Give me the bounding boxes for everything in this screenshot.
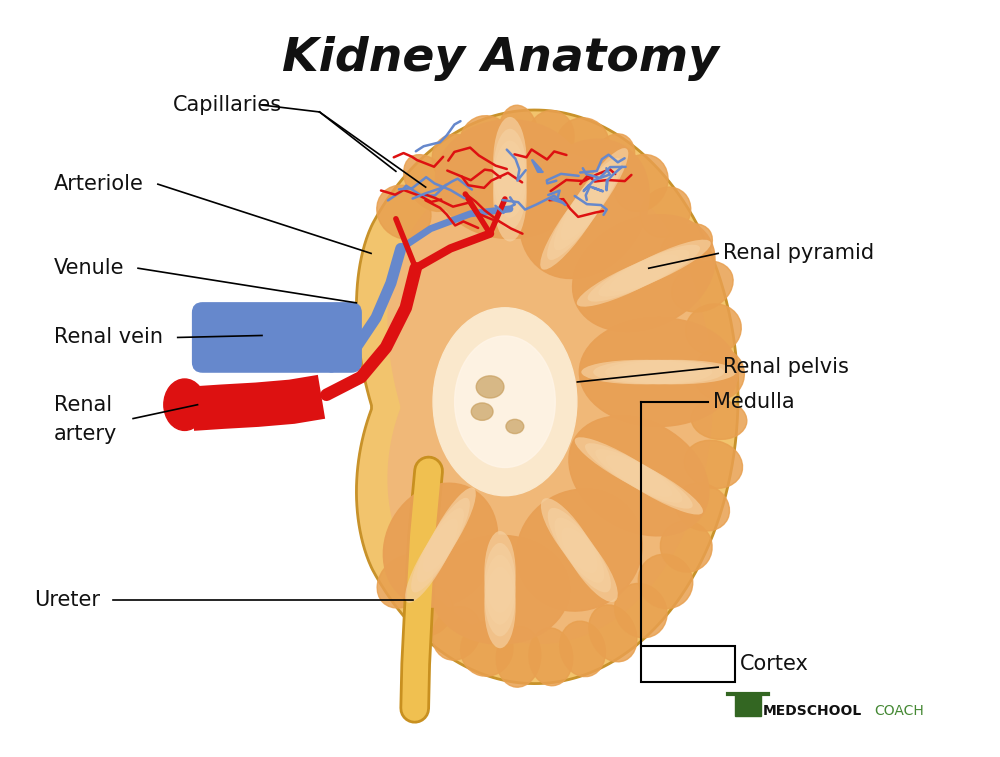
Ellipse shape: [547, 167, 615, 260]
Ellipse shape: [493, 152, 527, 241]
Ellipse shape: [555, 518, 611, 592]
Ellipse shape: [554, 157, 622, 251]
Ellipse shape: [691, 400, 747, 439]
Ellipse shape: [575, 438, 672, 497]
Ellipse shape: [455, 336, 555, 468]
Ellipse shape: [560, 621, 605, 677]
Ellipse shape: [589, 605, 637, 662]
Ellipse shape: [595, 449, 693, 509]
Text: Cortex: Cortex: [740, 654, 809, 674]
Ellipse shape: [411, 508, 464, 593]
Ellipse shape: [684, 441, 743, 488]
Ellipse shape: [581, 360, 700, 385]
Text: Medulla: Medulla: [713, 391, 795, 412]
Polygon shape: [356, 110, 738, 684]
Ellipse shape: [433, 308, 577, 496]
Ellipse shape: [660, 224, 712, 270]
Text: Kidney Anatomy: Kidney Anatomy: [282, 36, 718, 81]
Ellipse shape: [577, 254, 678, 307]
Ellipse shape: [609, 240, 711, 291]
Ellipse shape: [506, 419, 524, 434]
FancyBboxPatch shape: [735, 694, 761, 716]
Ellipse shape: [593, 360, 712, 385]
Ellipse shape: [529, 628, 573, 686]
Ellipse shape: [493, 129, 527, 218]
Ellipse shape: [579, 318, 738, 426]
Ellipse shape: [541, 498, 597, 573]
Ellipse shape: [585, 443, 682, 503]
Text: Capillaries: Capillaries: [173, 95, 282, 115]
Ellipse shape: [417, 498, 470, 582]
Ellipse shape: [605, 360, 724, 385]
Ellipse shape: [591, 134, 635, 187]
Ellipse shape: [516, 489, 642, 611]
Ellipse shape: [404, 154, 453, 211]
Ellipse shape: [520, 139, 649, 279]
Text: COACH: COACH: [874, 704, 924, 718]
Ellipse shape: [484, 531, 516, 612]
Ellipse shape: [484, 567, 516, 648]
Ellipse shape: [548, 508, 604, 583]
Ellipse shape: [496, 627, 541, 687]
Ellipse shape: [383, 483, 498, 607]
Ellipse shape: [484, 543, 516, 625]
Ellipse shape: [423, 488, 476, 572]
Ellipse shape: [672, 261, 733, 312]
Polygon shape: [388, 150, 712, 643]
Ellipse shape: [694, 348, 744, 400]
Ellipse shape: [573, 215, 715, 332]
Ellipse shape: [660, 521, 712, 572]
Text: Ureter: Ureter: [34, 590, 100, 609]
Ellipse shape: [598, 245, 700, 297]
Ellipse shape: [484, 555, 516, 637]
Ellipse shape: [615, 584, 667, 637]
Ellipse shape: [405, 519, 458, 603]
Ellipse shape: [377, 555, 431, 608]
Ellipse shape: [432, 134, 481, 186]
Ellipse shape: [436, 120, 584, 238]
Ellipse shape: [461, 621, 513, 676]
Ellipse shape: [617, 360, 736, 385]
Ellipse shape: [606, 455, 703, 515]
Ellipse shape: [164, 379, 205, 431]
Text: Arteriole: Arteriole: [54, 174, 144, 194]
Ellipse shape: [561, 148, 628, 241]
Ellipse shape: [686, 304, 741, 354]
Ellipse shape: [431, 535, 569, 644]
Ellipse shape: [675, 483, 729, 531]
Ellipse shape: [561, 528, 618, 602]
Text: Venule: Venule: [54, 258, 124, 279]
Ellipse shape: [404, 585, 453, 636]
Text: Renal: Renal: [54, 394, 112, 415]
Text: Renal pelvis: Renal pelvis: [723, 357, 849, 377]
Ellipse shape: [476, 375, 504, 398]
Ellipse shape: [528, 111, 574, 163]
Ellipse shape: [614, 154, 668, 211]
Ellipse shape: [471, 403, 493, 420]
Ellipse shape: [556, 118, 609, 172]
Ellipse shape: [460, 116, 514, 173]
Text: Renal vein: Renal vein: [54, 328, 163, 347]
Ellipse shape: [569, 416, 709, 536]
FancyBboxPatch shape: [193, 303, 361, 372]
Ellipse shape: [493, 117, 527, 206]
Ellipse shape: [432, 606, 481, 660]
Ellipse shape: [640, 187, 691, 238]
Text: MEDSCHOOL: MEDSCHOOL: [763, 704, 862, 718]
Ellipse shape: [540, 177, 608, 269]
Ellipse shape: [638, 554, 693, 609]
Ellipse shape: [377, 185, 431, 239]
Ellipse shape: [498, 105, 539, 168]
Text: Renal pyramid: Renal pyramid: [723, 244, 874, 263]
Text: artery: artery: [54, 425, 117, 444]
FancyBboxPatch shape: [641, 646, 735, 681]
Ellipse shape: [493, 141, 527, 229]
Ellipse shape: [588, 250, 689, 302]
